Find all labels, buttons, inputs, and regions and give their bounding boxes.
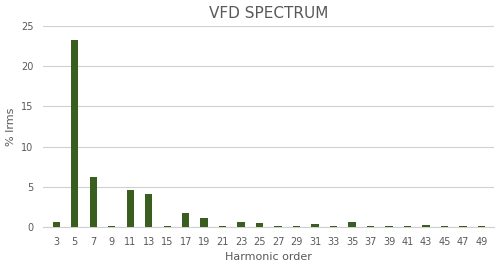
Bar	[145, 194, 152, 227]
Bar	[219, 226, 226, 227]
Y-axis label: % Irms: % Irms	[6, 107, 16, 146]
Bar	[164, 226, 171, 227]
Bar	[422, 225, 430, 227]
Bar	[274, 226, 282, 227]
Title: VFD SPECTRUM: VFD SPECTRUM	[209, 6, 328, 21]
Bar	[238, 222, 245, 227]
Bar	[460, 226, 466, 227]
Bar	[367, 226, 374, 227]
Bar	[386, 226, 393, 227]
Bar	[200, 218, 208, 227]
Bar	[348, 222, 356, 227]
Bar	[293, 226, 300, 227]
X-axis label: Harmonic order: Harmonic order	[226, 252, 312, 262]
Bar	[52, 222, 60, 227]
Bar	[71, 40, 78, 227]
Bar	[404, 226, 411, 227]
Bar	[441, 226, 448, 227]
Bar	[182, 214, 190, 227]
Bar	[90, 177, 97, 227]
Bar	[108, 226, 116, 227]
Bar	[478, 226, 485, 227]
Bar	[256, 223, 264, 227]
Bar	[126, 190, 134, 227]
Bar	[330, 226, 338, 227]
Bar	[312, 224, 319, 227]
